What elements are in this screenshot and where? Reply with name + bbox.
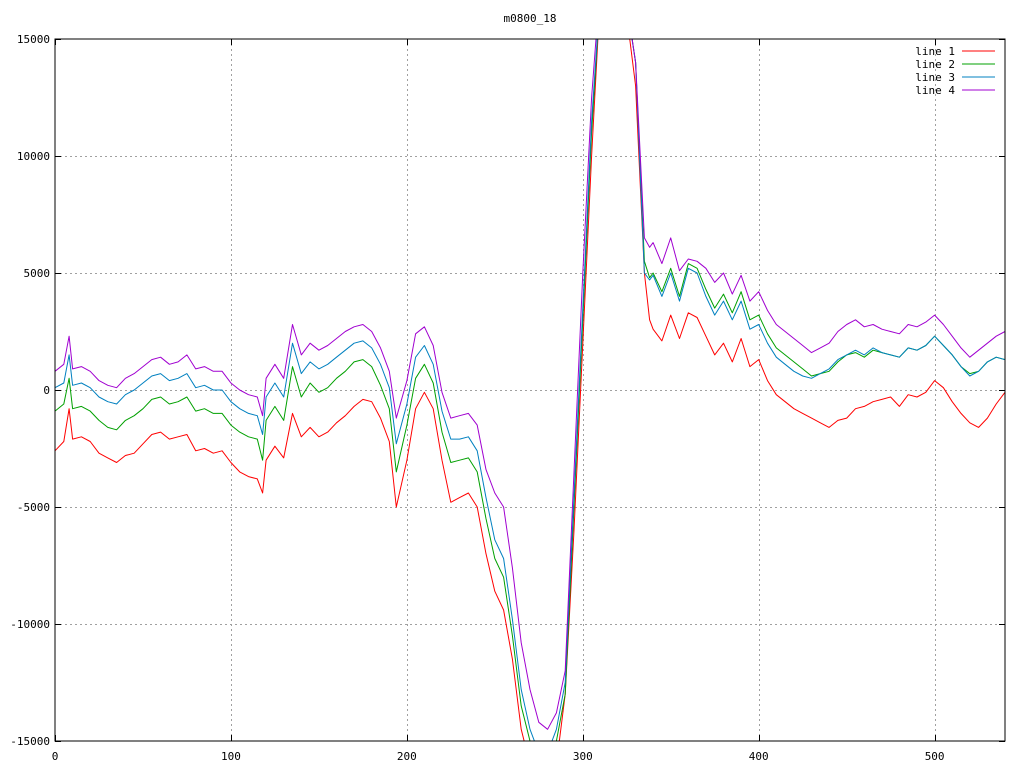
x-tick-label: 0	[52, 750, 59, 763]
chart-title: m0800_18	[504, 12, 557, 25]
x-tick-label: 400	[749, 750, 769, 763]
legend-label-3: line 3	[915, 71, 955, 84]
y-tick-label: -15000	[10, 735, 50, 748]
x-tick-label: 500	[925, 750, 945, 763]
y-tick-label: 15000	[17, 33, 50, 46]
legend-label-2: line 2	[915, 58, 955, 71]
series-line-4	[55, 39, 1005, 730]
legend-label-4: line 4	[915, 84, 955, 97]
series-line-1	[55, 39, 1005, 741]
y-tick-label: 0	[43, 384, 50, 397]
y-tick-label: -5000	[17, 501, 50, 514]
legend-label-1: line 1	[915, 45, 955, 58]
x-tick-label: 300	[573, 750, 593, 763]
series-line-2	[55, 39, 1005, 741]
x-axis-ticks: 0 100 200 300 400 500	[52, 39, 945, 763]
y-tick-label: 10000	[17, 150, 50, 163]
x-tick-label: 200	[397, 750, 417, 763]
y-tick-label: 5000	[24, 267, 51, 280]
grid-lines	[55, 39, 1005, 741]
x-tick-label: 100	[221, 750, 241, 763]
y-axis-ticks: -15000 -10000 -5000 0 5000 10000 15000	[10, 33, 1005, 748]
y-tick-label: -10000	[10, 618, 50, 631]
series-line-3	[55, 39, 1005, 741]
series-group	[55, 39, 1005, 741]
